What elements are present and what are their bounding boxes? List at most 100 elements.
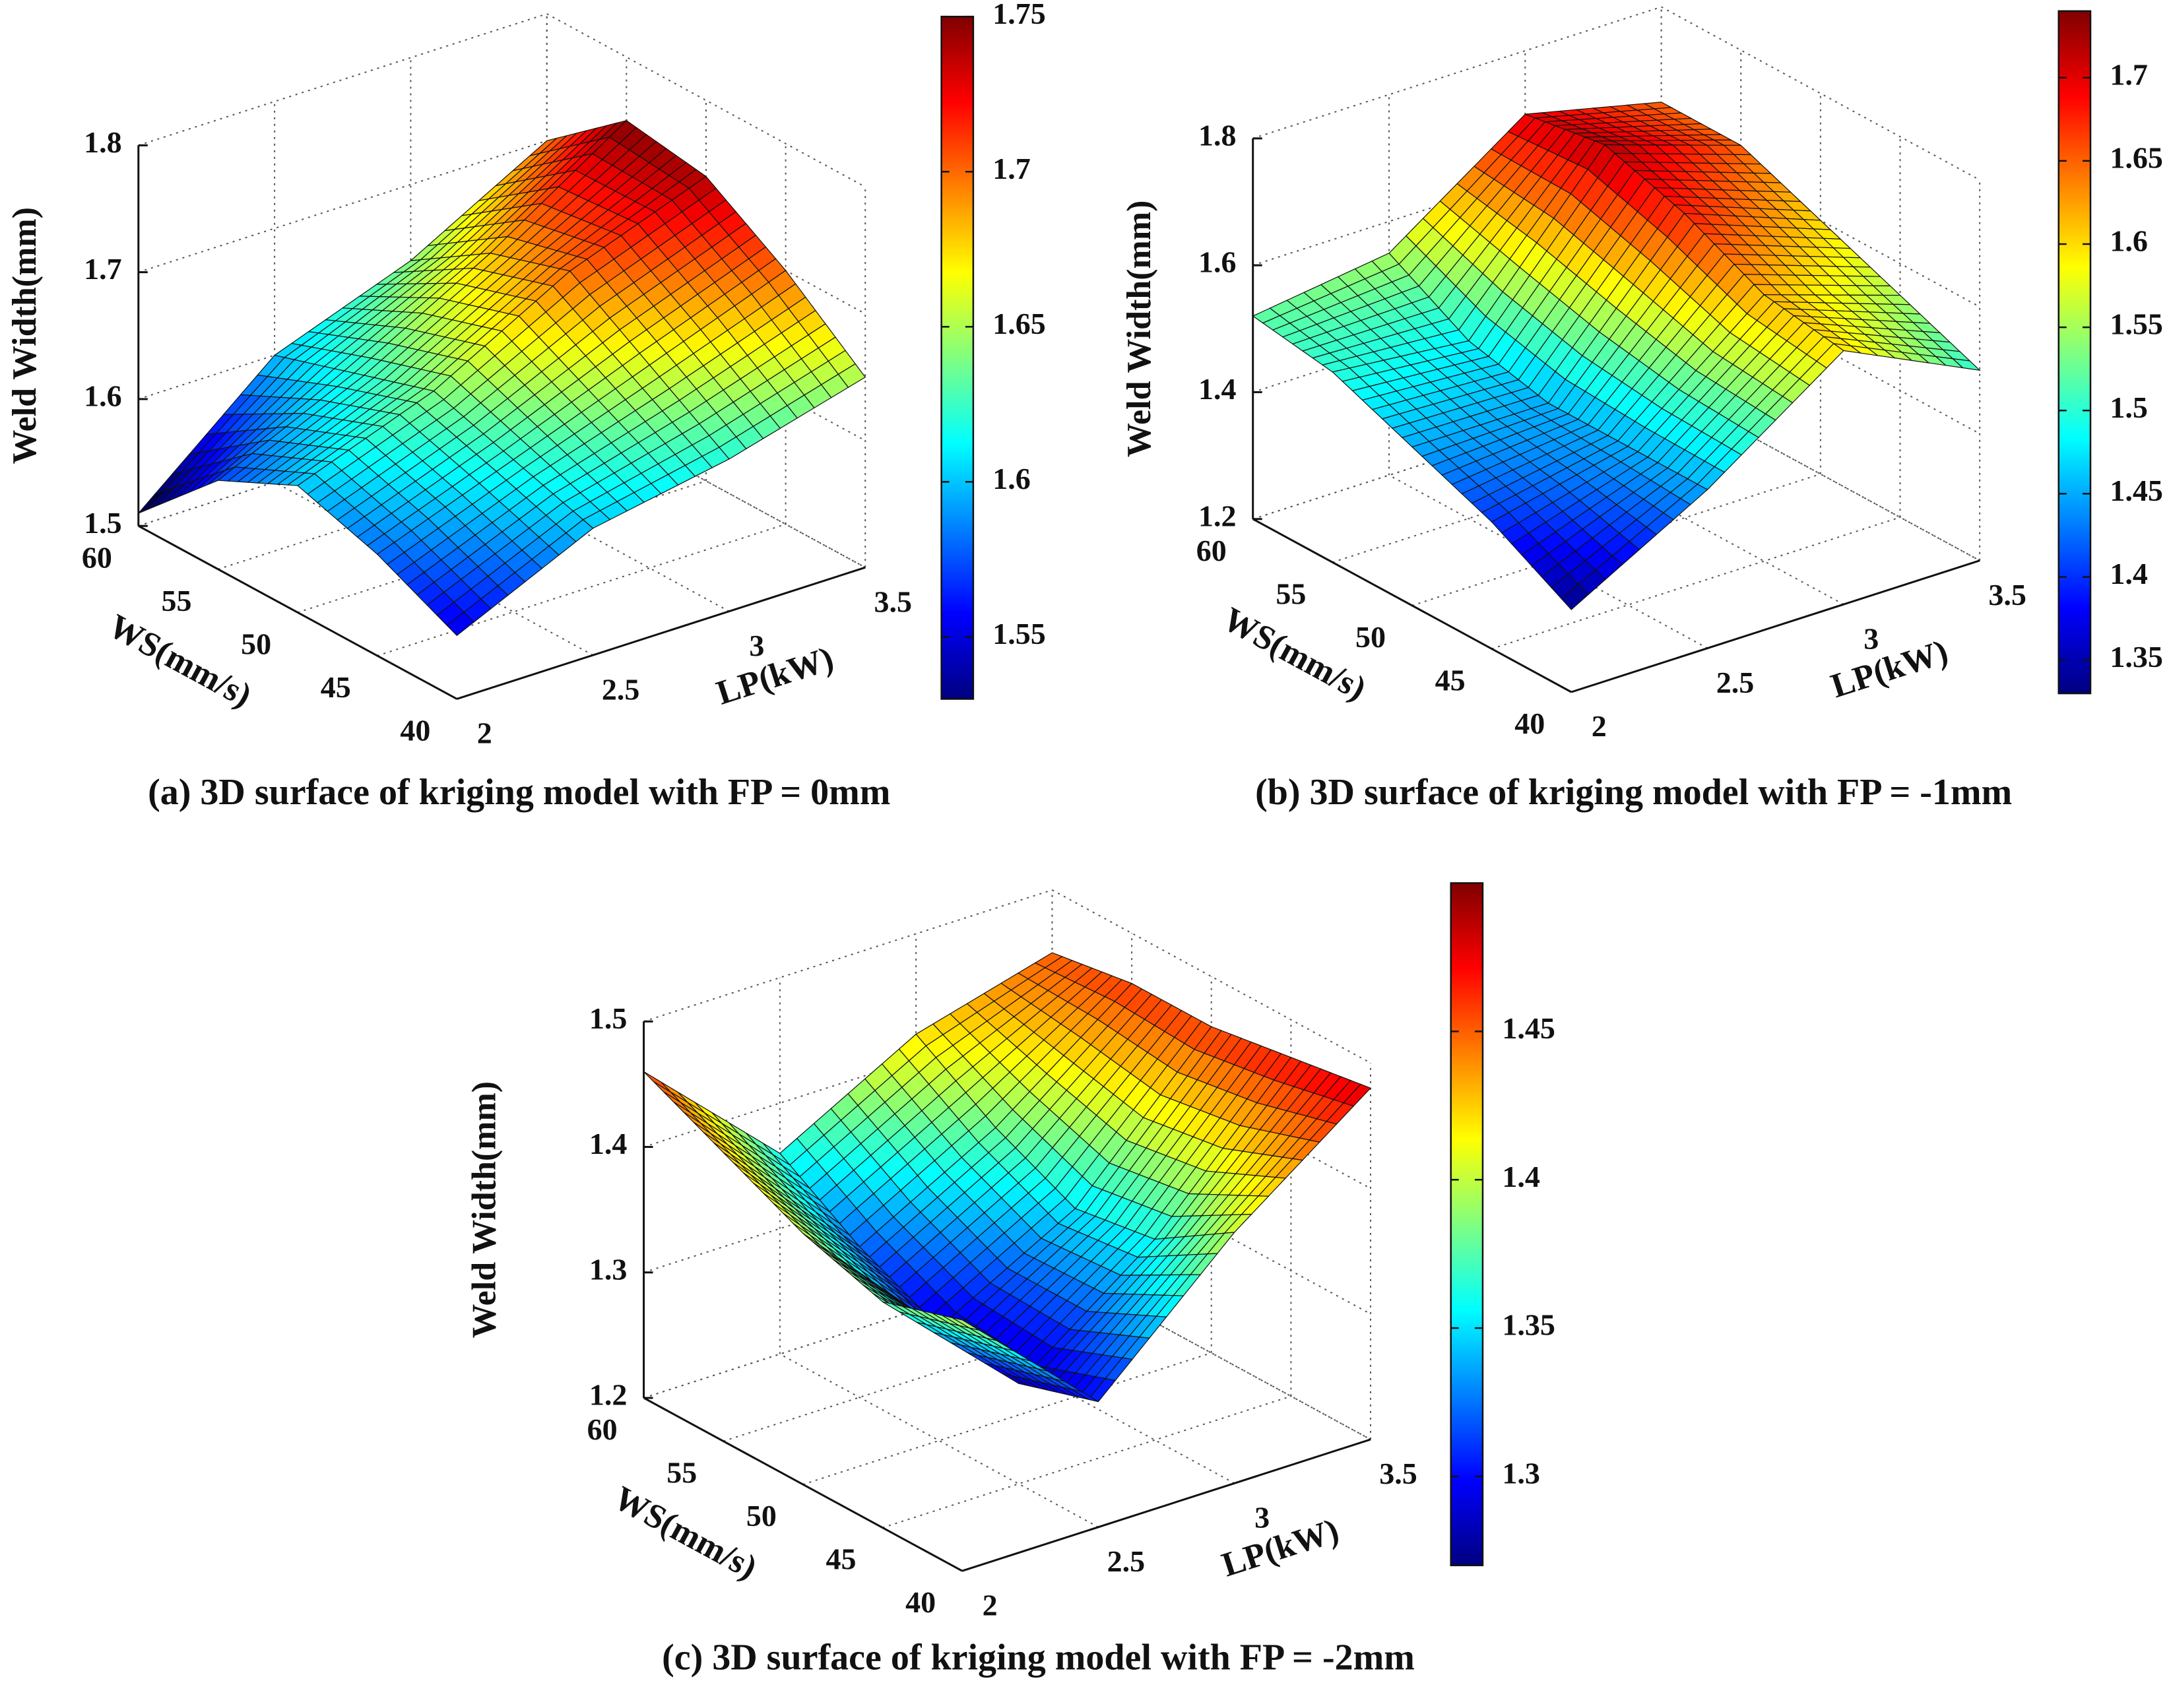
colorbar-label: 1.6 (992, 462, 1031, 495)
colorbar (940, 15, 975, 700)
y-tick-label: 50 (241, 627, 271, 660)
grid-line (546, 394, 866, 569)
grid-line (138, 140, 548, 273)
grid-line (410, 437, 730, 612)
x-axis (456, 566, 866, 700)
x-axis (961, 1438, 1371, 1572)
grid-line (779, 1353, 1099, 1528)
y-tick-label: 45 (1435, 663, 1466, 697)
y-tick-label: 50 (1355, 620, 1386, 654)
z-axis-label: Weld Width(mm) (1120, 200, 1158, 457)
grid-line (1411, 473, 1821, 606)
colorbar-label: 1.65 (2110, 141, 2163, 174)
z-axis-label: Weld Width(mm) (6, 207, 44, 464)
y-tick-label: 60 (82, 540, 112, 574)
z-tick-label: 1.4 (589, 1127, 628, 1160)
z-axis-label: Weld Width(mm) (465, 1081, 503, 1339)
grid-line (1491, 517, 1900, 650)
grid-line (377, 523, 786, 656)
y-tick-label: 50 (746, 1499, 777, 1533)
z-tick-label: 1.2 (589, 1378, 628, 1412)
z-tick-label: 1.3 (589, 1252, 628, 1286)
y-axis (643, 1397, 963, 1572)
grid-line (643, 889, 1053, 1023)
colorbar-label: 1.7 (2110, 57, 2148, 91)
colorbar-label: 1.5 (2110, 391, 2148, 424)
z-tick-label: 1.4 (1198, 372, 1237, 406)
colorbar-label: 1.7 (992, 152, 1031, 185)
z-tick-label: 1.8 (1198, 118, 1237, 152)
y-tick-label: 40 (400, 714, 430, 747)
y-tick-label: 55 (1276, 577, 1306, 610)
colorbar-label: 1.35 (2110, 640, 2163, 674)
colorbar-label: 1.4 (1502, 1160, 1540, 1193)
grid-line (1524, 430, 1844, 606)
grid-line (1661, 387, 1980, 561)
y-axis-label: WS(mm/s) (1217, 600, 1372, 708)
y-tick-label: 55 (161, 584, 191, 617)
caption: (b) 3D surface of kriging model with FP … (1255, 772, 2012, 813)
caption: (c) 3D surface of kriging model with FP … (662, 1637, 1415, 1678)
x-tick-label: 3.5 (1379, 1457, 1417, 1490)
grid-line (546, 13, 866, 188)
y-tick-label: 55 (666, 1456, 697, 1490)
x-tick-label: 2 (983, 1588, 998, 1622)
y-tick-label: 40 (1514, 707, 1545, 740)
x-axis (1571, 559, 1980, 693)
z-tick-label: 1.2 (1198, 499, 1237, 532)
x-axis-label: LP(kW) (1217, 1512, 1344, 1585)
y-tick-label: 45 (321, 670, 351, 704)
colorbar-label: 1.65 (992, 307, 1046, 340)
grid-line (138, 13, 548, 146)
x-tick-label: 3 (1863, 621, 1879, 655)
caption: (a) 3D surface of kriging model with FP … (148, 772, 890, 813)
colorbar (2058, 10, 2092, 695)
colorbar-label: 1.75 (992, 0, 1046, 30)
surface-patch (643, 1071, 671, 1093)
grid-line (1052, 1265, 1371, 1440)
x-tick-label: 3 (1254, 1501, 1270, 1534)
grid-line (1252, 6, 1662, 139)
z-tick-label: 1.5 (84, 506, 122, 540)
x-tick-label: 2.5 (602, 672, 640, 706)
x-tick-label: 2.5 (1107, 1544, 1146, 1578)
y-axis-label: WS(mm/s) (102, 607, 257, 714)
colorbar-label: 1.3 (1502, 1456, 1540, 1490)
grid-line (802, 1352, 1212, 1486)
z-tick-label: 1.8 (84, 125, 122, 159)
colorbar-label: 1.55 (2110, 307, 2163, 341)
colorbar-label: 1.4 (2110, 557, 2148, 590)
x-tick-label: 3.5 (1988, 578, 2026, 612)
grid-line (274, 481, 594, 656)
surface-patch (952, 1317, 980, 1331)
grid-line (1388, 474, 1708, 649)
y-tick-label: 60 (1196, 534, 1227, 567)
x-tick-label: 2 (1592, 709, 1607, 743)
colorbar-label: 1.45 (2110, 474, 2163, 507)
y-tick-label: 40 (905, 1585, 936, 1619)
y-axis (1252, 518, 1572, 693)
grid-line (882, 1395, 1291, 1529)
colorbar-label: 1.35 (1502, 1308, 1555, 1342)
x-axis-label: LP(kW) (712, 640, 838, 712)
x-tick-label: 2.5 (1716, 666, 1755, 699)
grid-line (1052, 889, 1371, 1064)
surface-patch (446, 612, 475, 637)
z-tick-label: 1.6 (1198, 245, 1237, 279)
grid-line (915, 1310, 1235, 1484)
colorbar (1450, 882, 1484, 1567)
surface-patch (1561, 583, 1589, 610)
x-tick-label: 2 (477, 716, 492, 750)
y-axis-label: WS(mm/s) (608, 1479, 763, 1587)
y-tick-label: 45 (826, 1542, 857, 1576)
z-tick-label: 1.6 (84, 379, 122, 412)
colorbar-label: 1.45 (1502, 1011, 1555, 1045)
colorbar-label: 1.55 (992, 617, 1046, 650)
y-tick-label: 60 (587, 1412, 618, 1446)
y-axis (138, 524, 458, 700)
z-tick-label: 1.7 (84, 252, 122, 286)
x-tick-label: 3.5 (874, 585, 912, 618)
x-axis-label: LP(kW) (1827, 633, 1953, 705)
grid-line (1661, 6, 1980, 181)
